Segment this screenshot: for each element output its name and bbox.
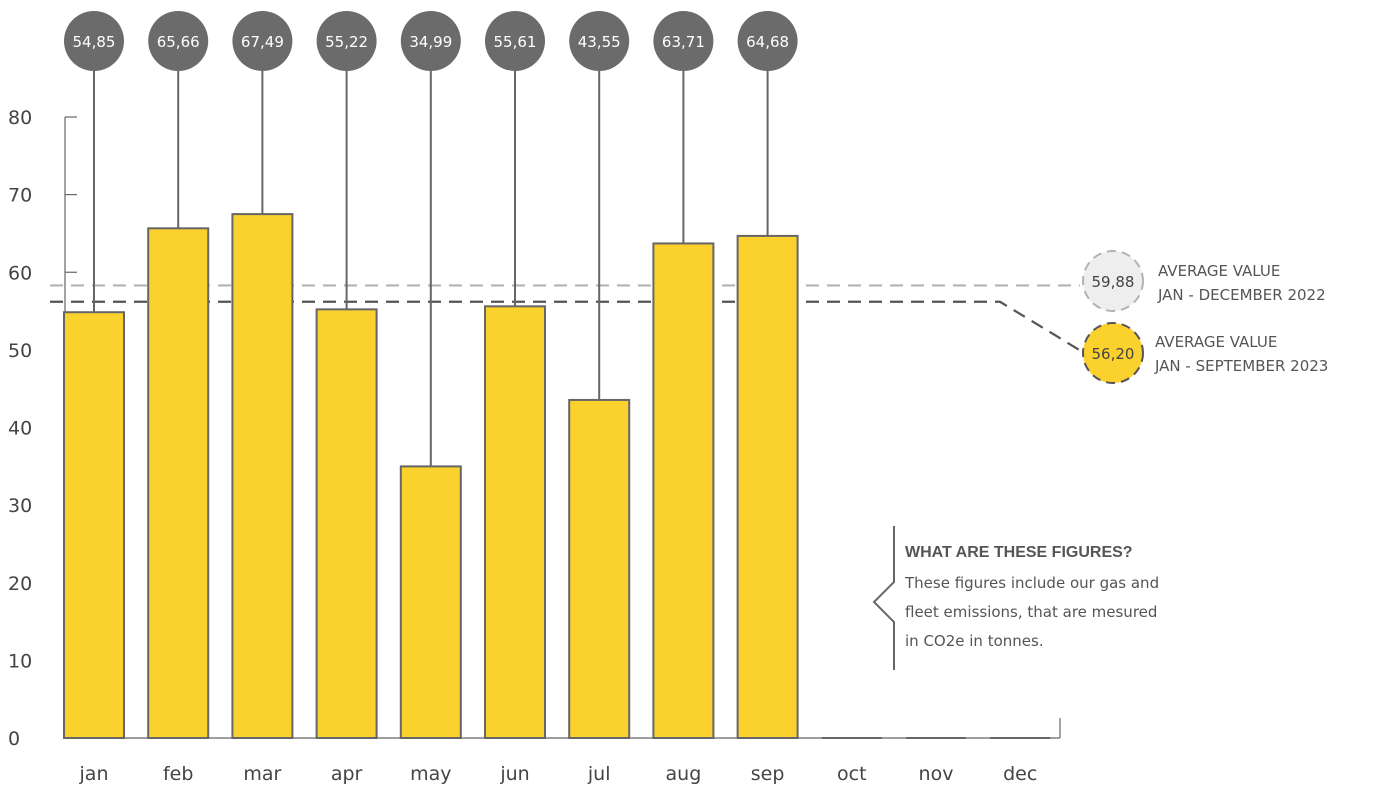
- data-label: 54,85: [73, 33, 116, 51]
- x-tick-label: apr: [331, 763, 363, 785]
- avg-2022-value: 59,88: [1092, 273, 1135, 291]
- x-tick-label: feb: [163, 763, 193, 785]
- value-bubble: [653, 11, 714, 71]
- data-label: 64,68: [746, 33, 789, 51]
- data-label: 63,71: [662, 33, 705, 51]
- data-label: 34,99: [409, 33, 452, 51]
- note-line-3: in CO2e in tonnes.: [905, 632, 1044, 650]
- bar: [736, 234, 799, 739]
- bar: [652, 242, 715, 740]
- data-label: 65,66: [157, 33, 200, 51]
- value-bubble: [569, 11, 630, 71]
- note-bracket: [872, 526, 895, 670]
- average-legend: 59,88 AVERAGE VALUE JAN - DECEMBER 2022 56,…: [1082, 250, 1328, 384]
- value-bubble: [232, 11, 293, 71]
- avg-2023-label-line2: JAN - SEPTEMBER 2023: [1154, 357, 1328, 375]
- x-tick-label: nov: [919, 763, 954, 785]
- x-tick-label: jul: [587, 763, 611, 785]
- value-bubble: [400, 11, 461, 71]
- data-label: 55,22: [325, 33, 368, 51]
- avg-2023-marker: [1082, 322, 1144, 384]
- x-tick-label: may: [410, 763, 451, 785]
- y-tick-label: 40: [8, 418, 32, 440]
- average-reference-lines: [50, 284, 1087, 355]
- x-tick-label: dec: [1003, 763, 1037, 785]
- avg-2022-label-line2: JAN - DECEMBER 2022: [1157, 286, 1326, 304]
- data-label: 67,49: [241, 33, 284, 51]
- avg-2023-value: 56,20: [1092, 345, 1135, 363]
- bar: [568, 398, 631, 739]
- value-bubbles: 54,85 65,66 67,49 55,22 34,99 55,61 43,55 63,71…: [64, 11, 798, 467]
- x-tick-label: jun: [499, 763, 529, 785]
- y-tick-label: 50: [8, 340, 32, 362]
- avg-2023-label-line1: AVERAGE VALUE: [1155, 333, 1277, 351]
- x-tick-label: aug: [666, 763, 702, 785]
- value-bubble: [64, 11, 124, 71]
- y-tick-label: 60: [8, 262, 32, 284]
- bar: [63, 311, 125, 739]
- x-tick-label: mar: [243, 763, 281, 785]
- avg-2023-line: [50, 300, 1087, 355]
- bar: [231, 213, 294, 739]
- y-tick-label: 20: [8, 573, 32, 595]
- axes: 0 10 20 30 40 50 60 70 80: [8, 107, 1061, 750]
- value-bubble: [148, 11, 209, 71]
- value-bubble: [737, 11, 798, 71]
- x-tick-label: sep: [751, 763, 785, 785]
- bar: [399, 465, 462, 739]
- info-note: WHAT ARE THESE FIGURES? These figures in…: [872, 526, 1159, 670]
- y-tick-label: 0: [8, 728, 20, 750]
- value-bubble: [485, 11, 545, 71]
- bar: [484, 305, 546, 739]
- x-axis-labels: jan feb mar apr may jun jul aug sep oct nov dec: [79, 763, 1038, 785]
- x-tick-label: oct: [837, 763, 867, 785]
- avg-2022-label-line1: AVERAGE VALUE: [1158, 262, 1280, 280]
- y-tick-label: 80: [8, 107, 32, 129]
- y-tick-label: 30: [8, 495, 32, 517]
- y-tick-label: 10: [8, 650, 32, 672]
- data-label: 43,55: [578, 33, 621, 51]
- note-line-2: fleet emissions, that are mesured: [905, 603, 1157, 621]
- x-tick-label: jan: [79, 763, 109, 785]
- bars: [63, 213, 1051, 740]
- note-title: WHAT ARE THESE FIGURES?: [905, 544, 1133, 561]
- note-line-1: These figures include our gas and: [904, 574, 1159, 592]
- avg-2022-marker: [1082, 250, 1144, 312]
- bar: [315, 308, 378, 739]
- y-tick-label: 70: [8, 185, 32, 207]
- data-label: 55,61: [494, 33, 537, 51]
- bar: [147, 227, 210, 740]
- value-bubble: [316, 11, 377, 71]
